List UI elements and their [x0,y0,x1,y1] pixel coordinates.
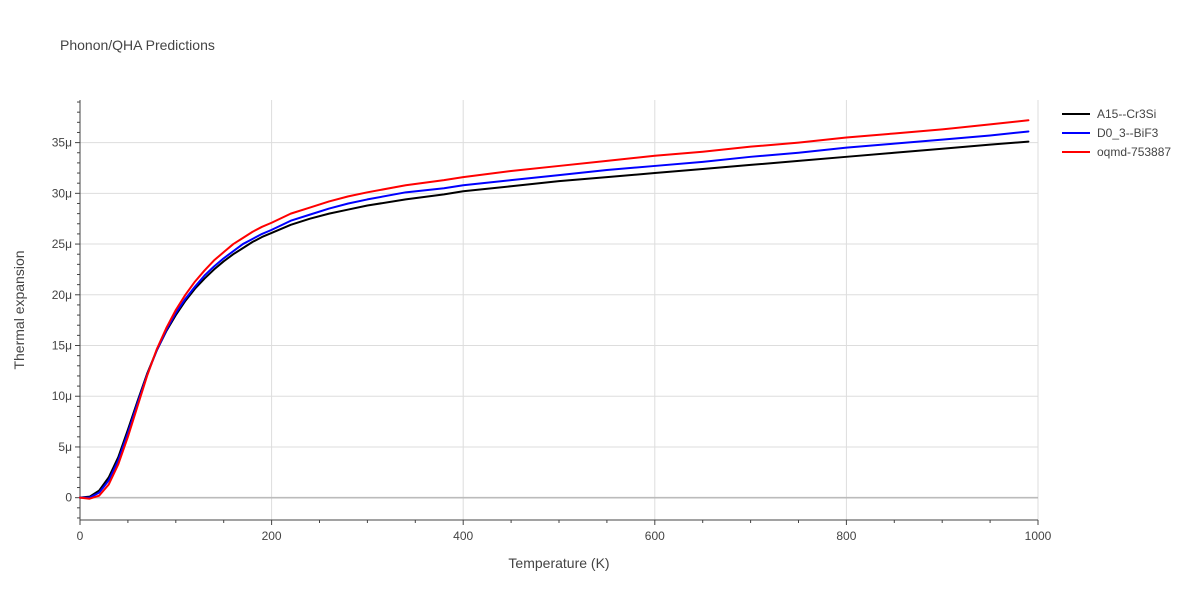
series-line-oqmd-753887 [79,119,1030,500]
x-axis-title: Temperature (K) [508,555,609,571]
series-lines [79,119,1030,500]
y-tick-label: 10μ [52,389,72,403]
x-tick-label: 1000 [1025,529,1052,543]
legend-item[interactable]: A15--Cr3Si [1062,107,1156,121]
y-tick-label: 0 [65,491,72,505]
x-tick-label: 0 [77,529,84,543]
grid-lines [80,100,1039,520]
y-axis-title: Thermal expansion [11,250,27,369]
y-tick-label: 35μ [52,136,72,150]
legend-label: A15--Cr3Si [1097,107,1156,121]
chart-title: Phonon/QHA Predictions [60,37,215,53]
y-tick-label: 5μ [58,440,72,454]
series-line-d0-3-bif3 [79,130,1030,499]
x-tick-label: 400 [453,529,473,543]
x-tick-label: 200 [262,529,282,543]
series-line-a15-cr3si [79,140,1030,499]
y-tick-label: 30μ [52,186,72,200]
y-tick-label: 20μ [52,288,72,302]
legend[interactable]: A15--Cr3Si D0_3--BiF3 oqmd-753887 [1062,107,1171,159]
x-tick-label: 800 [836,529,856,543]
y-tick-label: 15μ [52,339,72,353]
x-tick-label: 600 [645,529,665,543]
legend-label: D0_3--BiF3 [1097,126,1159,140]
legend-item[interactable]: oqmd-753887 [1062,145,1171,159]
legend-item[interactable]: D0_3--BiF3 [1062,126,1159,140]
legend-label: oqmd-753887 [1097,145,1171,159]
axes [75,100,1039,525]
y-tick-label: 25μ [52,237,72,251]
tick-labels: 0 200 400 600 800 1000 0 5μ 10μ 15μ 20μ 25μ 30μ 35μ [52,136,1052,543]
